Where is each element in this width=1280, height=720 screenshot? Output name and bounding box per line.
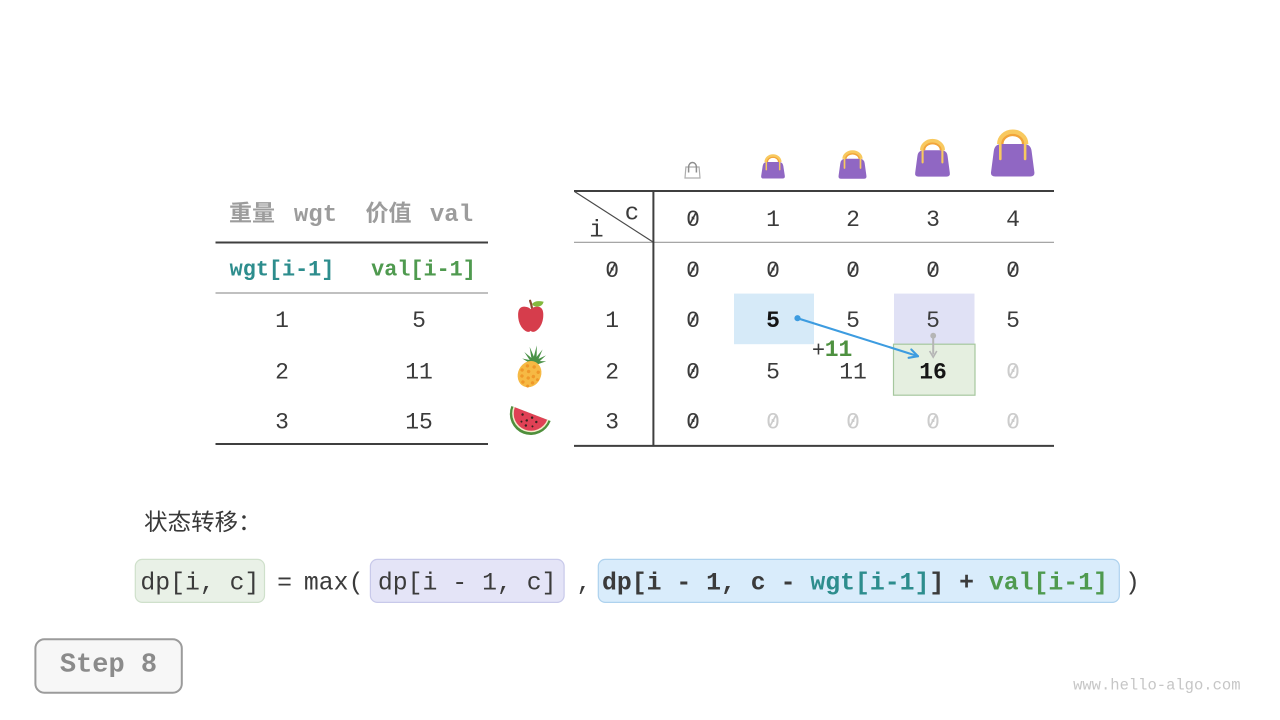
svg-text:11: 11 [839, 360, 867, 386]
svg-text:5: 5 [846, 308, 860, 334]
svg-text:val[i-1]: val[i-1] [371, 257, 476, 282]
svg-text:c: c [625, 201, 639, 228]
svg-text:0: 0 [686, 207, 700, 233]
svg-text:i: i [589, 218, 603, 245]
svg-text:+: + [812, 339, 825, 364]
svg-text:1: 1 [605, 308, 619, 334]
svg-text:2: 2 [275, 360, 289, 386]
svg-text:0: 0 [1006, 360, 1020, 386]
svg-text:11: 11 [405, 360, 433, 386]
svg-text:val: val [430, 202, 473, 229]
svg-text:0: 0 [926, 258, 940, 284]
svg-text:16: 16 [919, 360, 947, 386]
svg-text:www.hello-algo.com: www.hello-algo.com [1073, 677, 1240, 695]
svg-text:,: , [577, 569, 592, 597]
svg-text:3: 3 [275, 410, 289, 436]
svg-text:0: 0 [686, 360, 700, 386]
svg-text:1: 1 [275, 308, 289, 334]
svg-text:): ) [1125, 569, 1140, 597]
svg-text:0: 0 [846, 258, 860, 284]
svg-text:4: 4 [1006, 207, 1020, 233]
svg-text:0: 0 [686, 258, 700, 284]
svg-text:3: 3 [926, 207, 940, 233]
svg-text:0: 0 [686, 308, 700, 334]
svg-text:1: 1 [766, 207, 780, 233]
svg-text:0: 0 [686, 410, 700, 436]
svg-text:3: 3 [605, 410, 619, 436]
svg-text:Step 8: Step 8 [60, 651, 157, 681]
svg-text:0: 0 [766, 410, 780, 436]
svg-text:2: 2 [846, 207, 860, 233]
svg-text:15: 15 [405, 410, 433, 436]
svg-text:wgt: wgt [294, 202, 337, 229]
svg-text:dp[i - 1, c]: dp[i - 1, c] [378, 569, 557, 597]
svg-text:0: 0 [926, 410, 940, 436]
svg-text:5: 5 [1006, 308, 1020, 334]
svg-text:=: = [277, 569, 292, 597]
svg-text:5: 5 [766, 308, 780, 334]
svg-text:0: 0 [766, 258, 780, 284]
svg-text:0: 0 [1006, 410, 1020, 436]
svg-text:dp[i - 1, c - wgt[i-1]] + val[: dp[i - 1, c - wgt[i-1]] + val[i-1] [602, 569, 1108, 597]
svg-text:0: 0 [1006, 258, 1020, 284]
svg-text:wgt[i-1]: wgt[i-1] [230, 257, 335, 282]
svg-text:0: 0 [605, 258, 619, 284]
svg-text:2: 2 [605, 360, 619, 386]
svg-text:max(: max( [304, 569, 364, 597]
svg-text:0: 0 [846, 410, 860, 436]
svg-text:5: 5 [766, 360, 780, 386]
svg-text:5: 5 [926, 308, 940, 334]
svg-text:dp[i, c]: dp[i, c] [140, 569, 259, 597]
svg-text:11: 11 [825, 337, 853, 363]
svg-text:5: 5 [412, 308, 426, 334]
